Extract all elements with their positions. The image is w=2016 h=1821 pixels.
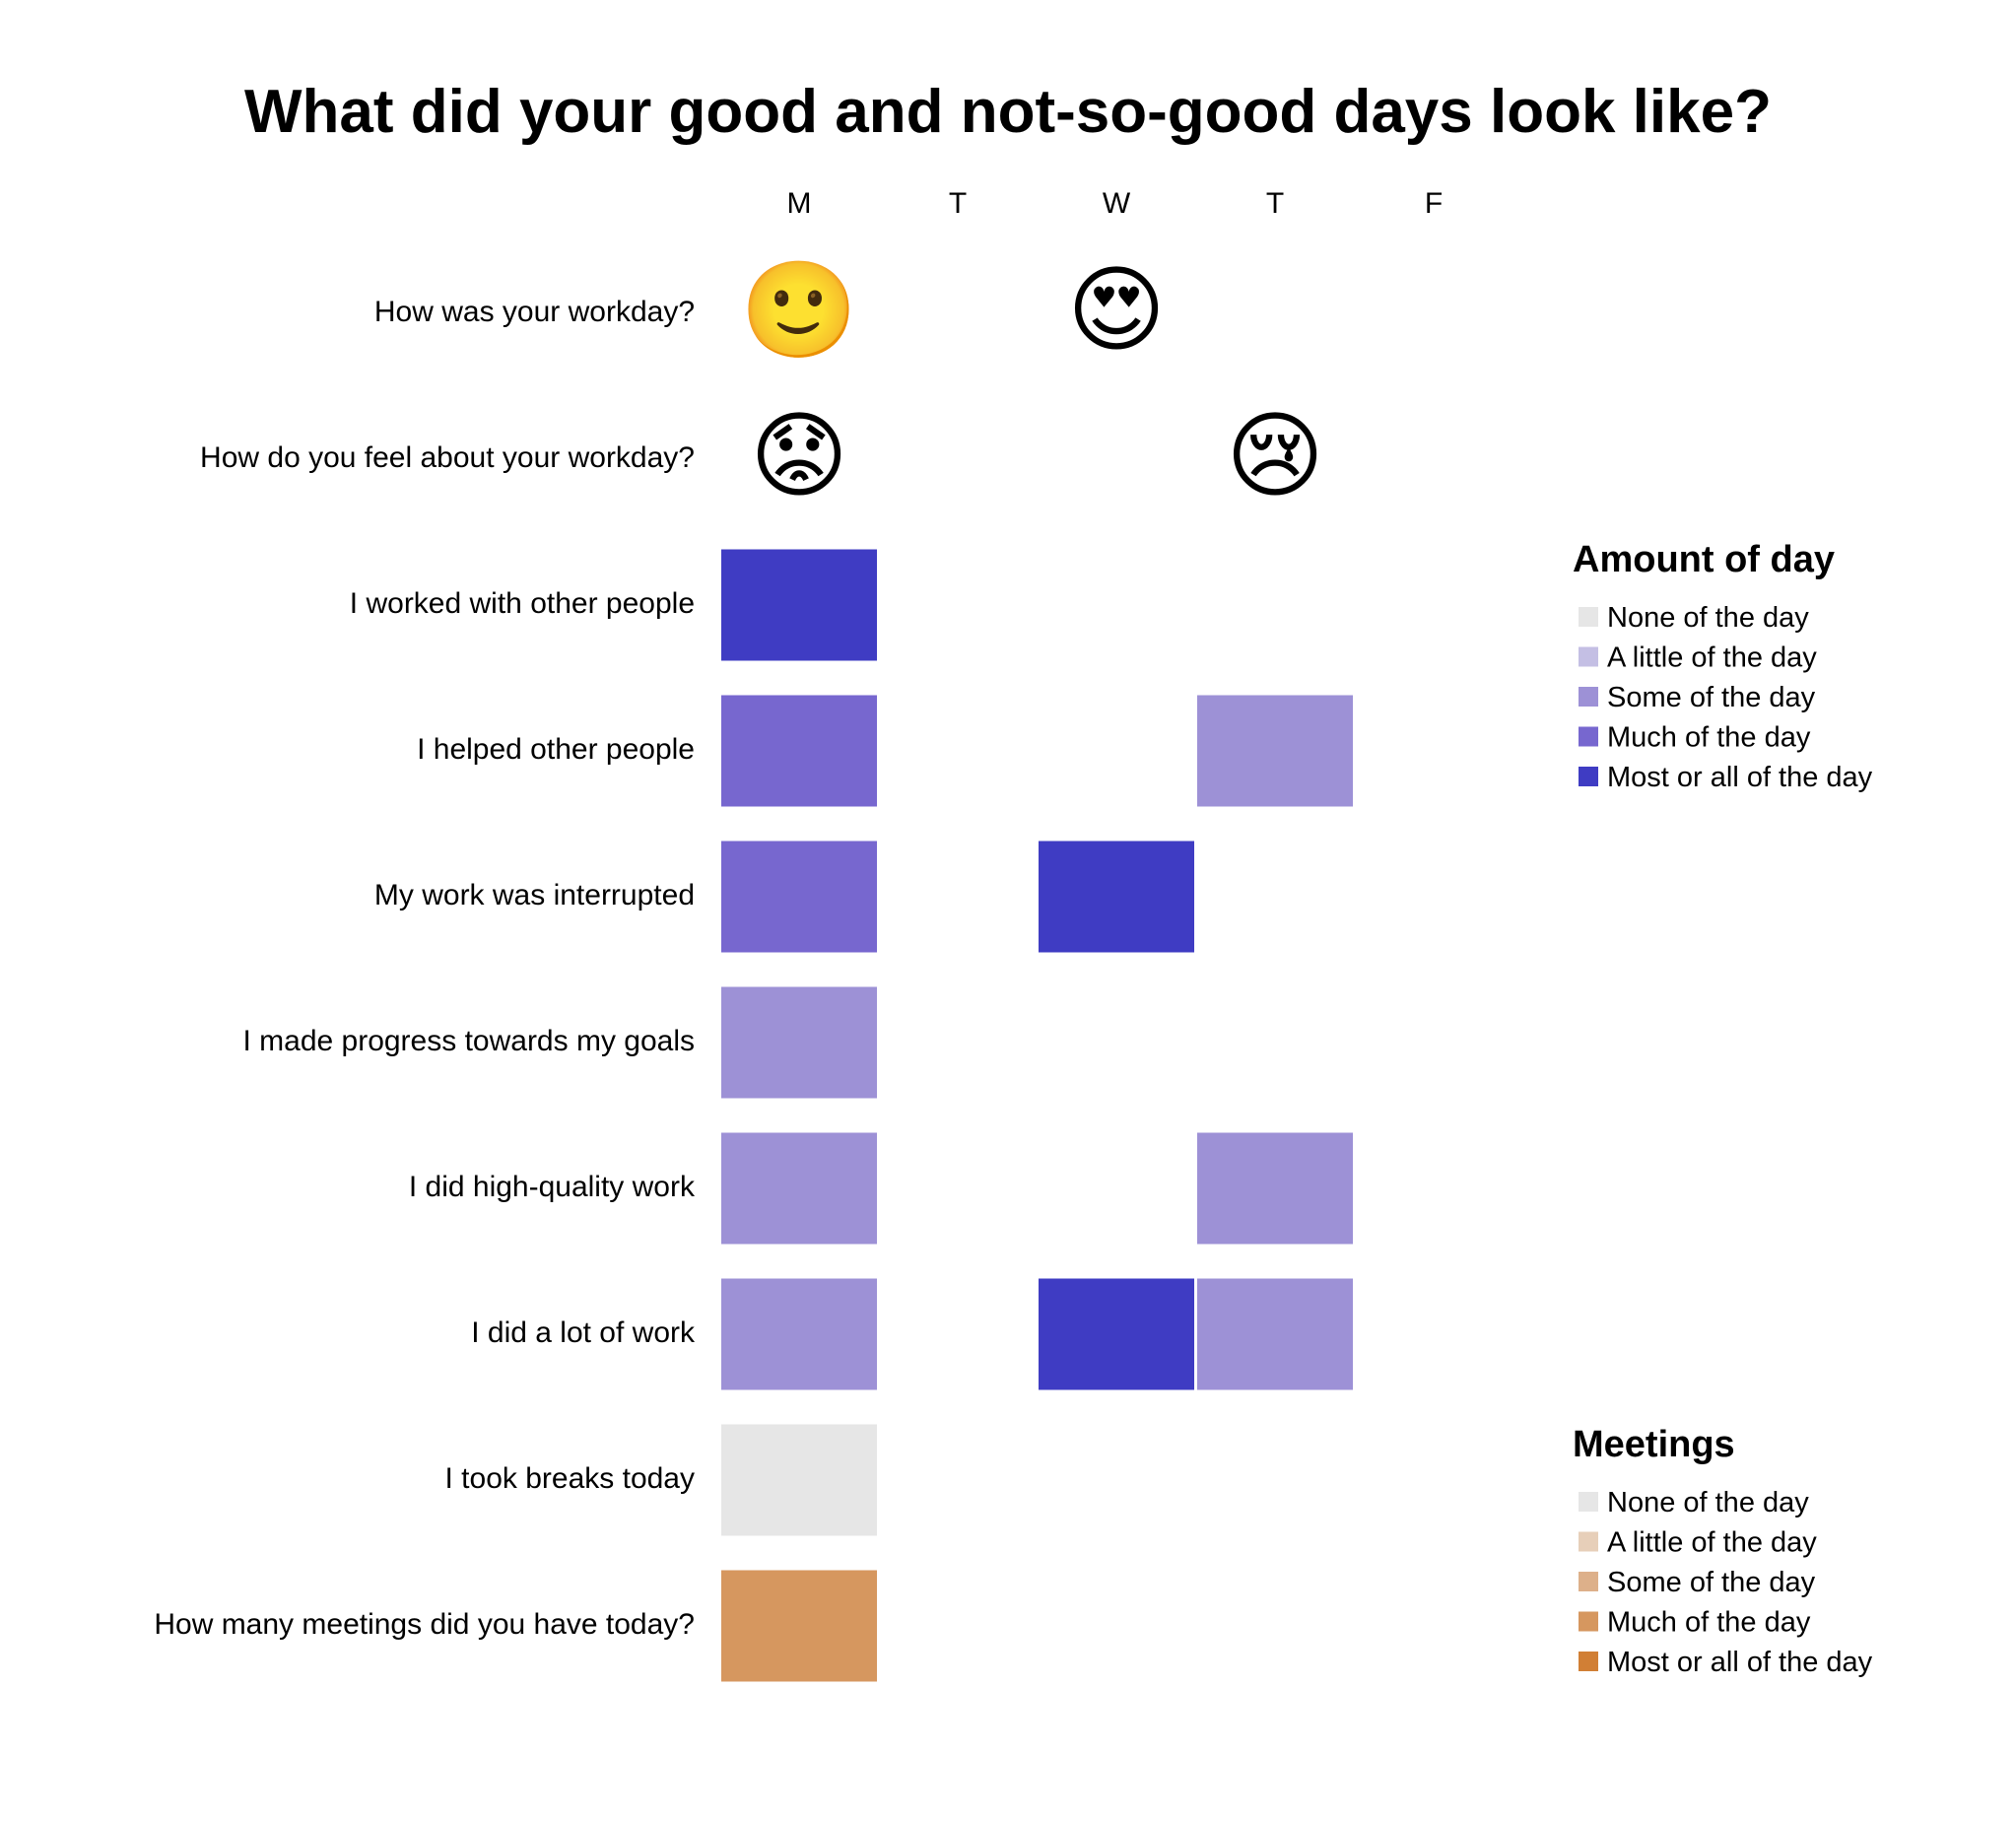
question-axis: How was your workday? How do you feel abo… [154, 296, 696, 1641]
crying-face-icon: 😢 [1226, 403, 1324, 508]
legend-entry: Some of the day [1607, 1567, 1816, 1598]
day-label: T [1266, 187, 1284, 220]
legend-entry: A little of the day [1607, 1527, 1817, 1559]
heatmap-cell [721, 841, 877, 953]
day-label: T [949, 187, 967, 220]
legend-entry: A little of the day [1607, 642, 1817, 674]
legend-swatch [1579, 687, 1598, 707]
legend-swatch [1579, 1492, 1598, 1512]
row-label: I made progress towards my goals [242, 1025, 695, 1057]
legend-entry: None of the day [1607, 602, 1809, 634]
legend-entry: Most or all of the day [1607, 1647, 1873, 1678]
legend-swatch [1579, 1652, 1598, 1671]
legend-title: Amount of day [1573, 539, 1835, 580]
day-label: M [787, 187, 812, 220]
row-label: My work was interrupted [374, 879, 695, 911]
heatmap-cell [721, 986, 877, 1099]
row-label: I took breaks today [445, 1462, 695, 1495]
heatmap-cell [1039, 841, 1194, 953]
row-label: How many meetings did you have today? [154, 1608, 695, 1641]
legend-title: Meetings [1573, 1424, 1735, 1465]
heatmap-cell [721, 549, 877, 661]
legend-amount: Amount of day None of the day A little of … [1573, 539, 1873, 793]
heatmap-cell [1197, 1278, 1353, 1390]
row-label: I helped other people [417, 733, 695, 766]
heatmap-cell [1197, 1132, 1353, 1245]
row-label: I did high-quality work [409, 1171, 696, 1203]
heatmap-cells: 🙂 😍 😟 😢 [721, 257, 1353, 1682]
day-label: F [1425, 187, 1443, 220]
heatmap-cell [721, 1570, 877, 1682]
heatmap-cell [1039, 1278, 1194, 1390]
row-label: I worked with other people [350, 587, 695, 620]
legend-entry: None of the day [1607, 1487, 1809, 1518]
legend-meetings: Meetings None of the day A little of the d… [1573, 1424, 1873, 1678]
legends: Amount of day None of the day A little of … [1573, 539, 1873, 1678]
legend-swatch [1579, 767, 1598, 786]
heatmap-cell [721, 695, 877, 807]
day-label: W [1103, 187, 1131, 220]
heatmap-cell [721, 1132, 877, 1245]
legend-entry: Much of the day [1607, 722, 1811, 754]
worried-face-icon: 😟 [750, 403, 848, 508]
chart-title: What did your good and not-so-good days … [244, 78, 1772, 146]
heart-eyes-face-icon: 😍 [1067, 257, 1166, 363]
heatmap-cell [1197, 695, 1353, 807]
legend-swatch [1579, 1531, 1598, 1552]
legend-swatch [1579, 646, 1598, 667]
row-label: How do you feel about your workday? [200, 441, 695, 474]
slightly-smiling-face-icon: 🙂 [740, 257, 858, 363]
row-label: How was your workday? [374, 296, 695, 328]
legend-entry: Much of the day [1607, 1607, 1811, 1639]
heatmap-cell [721, 1278, 877, 1390]
legend-entry: Some of the day [1607, 682, 1816, 713]
legend-swatch [1579, 1572, 1598, 1591]
row-label: I did a lot of work [471, 1316, 696, 1349]
legend-swatch [1579, 726, 1598, 747]
heatmap-cell [721, 1424, 877, 1536]
legend-swatch [1579, 607, 1598, 627]
legend-entry: Most or all of the day [1607, 762, 1873, 793]
legend-swatch [1579, 1611, 1598, 1632]
